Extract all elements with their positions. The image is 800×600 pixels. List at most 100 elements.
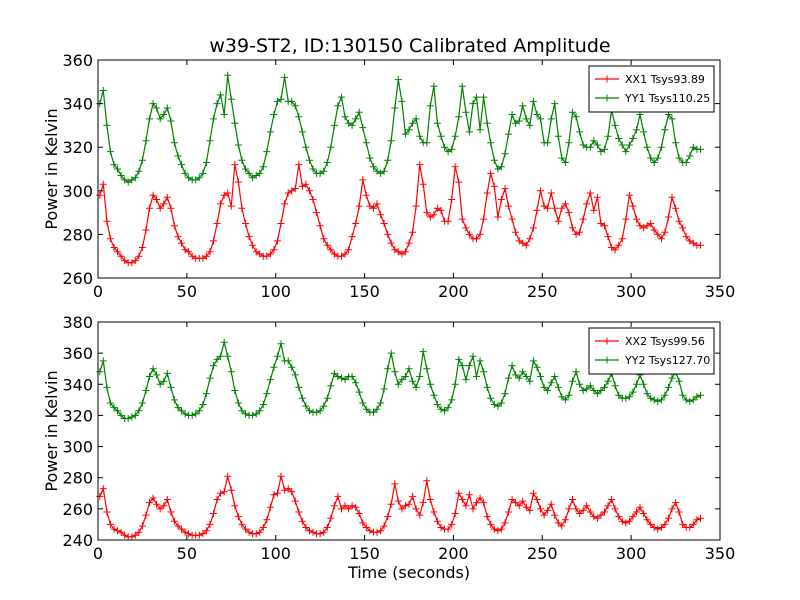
data-point bbox=[234, 399, 242, 407]
data-point bbox=[629, 388, 637, 396]
data-point bbox=[377, 211, 385, 219]
data-point bbox=[558, 154, 566, 162]
y-tick-label: 360 bbox=[62, 51, 93, 70]
data-point bbox=[661, 391, 669, 399]
data-point bbox=[302, 143, 310, 151]
data-point bbox=[476, 357, 484, 365]
data-point bbox=[348, 121, 356, 129]
data-point bbox=[601, 222, 608, 230]
data-point bbox=[483, 189, 491, 197]
data-point bbox=[138, 156, 146, 164]
data-point bbox=[96, 191, 104, 199]
data-point bbox=[249, 411, 257, 419]
data-point bbox=[284, 485, 292, 493]
data-point bbox=[160, 377, 168, 385]
data-point bbox=[302, 524, 310, 531]
legend-label: XX1 Tsys93.89 bbox=[625, 73, 705, 86]
data-point bbox=[160, 200, 168, 208]
data-point bbox=[625, 393, 633, 401]
y-tick-label: 260 bbox=[62, 500, 93, 519]
data-point bbox=[508, 111, 516, 118]
data-point bbox=[231, 161, 239, 169]
data-point bbox=[657, 524, 665, 531]
data-point bbox=[426, 496, 434, 503]
data-point bbox=[480, 215, 488, 223]
x-tick-label: 200 bbox=[438, 282, 469, 301]
data-point bbox=[629, 202, 637, 210]
data-point bbox=[156, 204, 164, 212]
data-point bbox=[529, 489, 537, 497]
data-point bbox=[597, 220, 605, 227]
data-point bbox=[167, 117, 175, 125]
data-point bbox=[135, 407, 143, 415]
data-point bbox=[224, 189, 232, 197]
data-point bbox=[231, 387, 239, 394]
data-point bbox=[419, 499, 427, 507]
data-point bbox=[163, 104, 171, 112]
data-point bbox=[512, 119, 520, 127]
data-point bbox=[320, 167, 328, 175]
x-tick-label: 0 bbox=[93, 282, 103, 301]
data-point bbox=[163, 496, 171, 503]
series-1 bbox=[96, 472, 704, 541]
data-point bbox=[611, 121, 619, 129]
data-point bbox=[597, 511, 605, 519]
data-point bbox=[657, 235, 665, 243]
data-point bbox=[153, 500, 161, 508]
data-point bbox=[281, 486, 289, 494]
data-point bbox=[405, 500, 413, 508]
data-point bbox=[668, 505, 676, 513]
legend: XX1 Tsys93.89 YY1 Tsys110.25 bbox=[588, 65, 715, 113]
data-point bbox=[210, 510, 217, 517]
data-point bbox=[313, 408, 321, 416]
data-point bbox=[490, 525, 498, 533]
data-point bbox=[295, 383, 303, 391]
data-point bbox=[348, 233, 356, 241]
data-point bbox=[266, 250, 274, 258]
data-point bbox=[494, 402, 502, 410]
data-point bbox=[693, 516, 701, 524]
y-tick-label: 320 bbox=[62, 406, 93, 425]
data-point bbox=[430, 508, 438, 516]
data-point bbox=[110, 244, 118, 251]
data-point bbox=[274, 237, 281, 245]
data-point bbox=[380, 385, 388, 393]
legend-label: XX2 Tsys99.56 bbox=[625, 335, 705, 348]
plot-top: 0 50 100 150 200 250 300 350 260 280 300 320 340 360 P… bbox=[42, 51, 735, 301]
data-point bbox=[153, 371, 161, 379]
data-point bbox=[338, 505, 345, 513]
data-point bbox=[572, 368, 580, 376]
data-point bbox=[227, 368, 235, 376]
data-point bbox=[416, 161, 424, 169]
data-point bbox=[423, 477, 431, 485]
data-point bbox=[263, 252, 271, 260]
data-point bbox=[483, 119, 491, 127]
data-point bbox=[106, 399, 114, 407]
data-point bbox=[569, 108, 576, 116]
data-point bbox=[615, 513, 623, 521]
data-point bbox=[622, 519, 630, 527]
data-point bbox=[96, 368, 104, 376]
data-point bbox=[622, 394, 630, 402]
data-point bbox=[252, 530, 260, 538]
data-point bbox=[462, 376, 470, 384]
data-point bbox=[611, 505, 619, 513]
data-point bbox=[426, 102, 434, 110]
data-point bbox=[370, 163, 377, 171]
data-point bbox=[622, 215, 630, 223]
data-point bbox=[114, 407, 121, 415]
data-point bbox=[487, 394, 495, 402]
data-point bbox=[657, 143, 665, 151]
data-point bbox=[345, 505, 353, 513]
x-tick-label: 300 bbox=[616, 282, 647, 301]
data-point bbox=[640, 510, 648, 517]
data-point bbox=[220, 488, 228, 496]
data-point bbox=[355, 510, 363, 517]
data-point bbox=[202, 390, 210, 398]
data-point bbox=[633, 380, 640, 388]
data-point bbox=[433, 119, 441, 127]
data-point bbox=[405, 365, 413, 373]
data-point bbox=[167, 508, 175, 516]
data-point bbox=[601, 145, 608, 153]
data-point bbox=[174, 404, 182, 412]
